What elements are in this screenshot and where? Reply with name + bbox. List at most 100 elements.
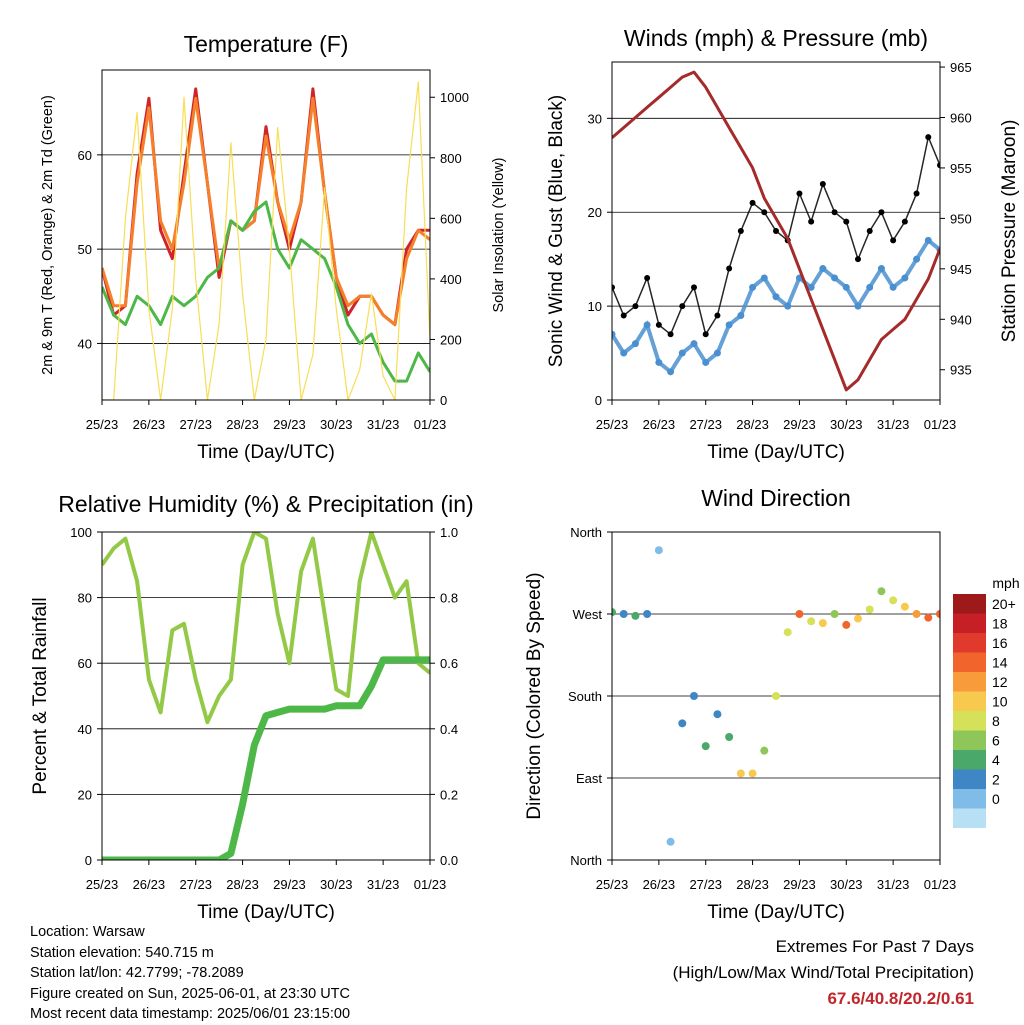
y2-tick-label: 960 [950,110,972,125]
x-tick-label: 26/23 [643,877,676,892]
y-axis-label: Sonic Wind & Gust (Blue, Black) [546,95,567,367]
direction-point [619,610,628,618]
y2-tick-label: 0.2 [440,787,458,802]
colorbar-swatch [953,613,986,633]
x-tick-label: 26/23 [643,417,676,432]
y2-tick-label: 1000 [440,90,469,105]
created-text: Figure created on Sun, 2025-06-01, at 23… [30,985,350,1002]
y-tick-label: 40 [78,722,92,737]
y2-tick-label: 935 [950,363,972,378]
y-tick-label: 80 [78,591,92,606]
panel-3: Relative Humidity (%) & Precipitation (i… [30,491,474,923]
direction-point [924,613,933,622]
y2-tick-label: 945 [950,262,972,277]
y-axis-label: Direction (Colored By Speed) [524,572,545,819]
x-tick-label: 28/23 [226,417,259,432]
elevation-text: Station elevation: 540.715 m [30,944,214,961]
x-tick-label: 30/23 [320,877,353,892]
y-tick-label: 50 [78,242,92,257]
y2-tick-label: 200 [440,332,462,347]
colorbar-swatch [953,789,986,809]
colorbar-tick-label: 4 [992,752,1000,768]
y-tick-label: North [570,525,602,540]
y-axis-label: 2m & 9m T (Red, Orange) & 2m Td (Green) [40,95,56,375]
x-tick-label: 26/23 [133,877,166,892]
y-tick-label: 0 [595,393,602,408]
y-tick-label: North [570,853,602,868]
x-tick-label: 27/23 [179,417,212,432]
extremes-subtitle: (High/Low/Max Wind/Total Precipitation) [672,963,974,982]
direction-point [612,608,616,617]
series-layer [612,546,940,846]
direction-point [631,611,640,620]
station-info: Location: Warsaw Station elevation: 540.… [30,922,350,1025]
y2-tick-label: 965 [950,60,972,75]
plot-frame [101,69,431,401]
direction-point [936,610,940,618]
x-tick-label: 25/23 [596,417,629,432]
x-tick-label: 29/23 [783,877,816,892]
x-tick-label: 01/23 [924,877,957,892]
panel-title: Winds (mph) & Pressure (mb) [624,25,928,51]
x-tick-label: 31/23 [367,877,400,892]
colorbar-tick-label: 20+ [992,596,1016,612]
x-tick-label: 01/23 [924,417,957,432]
direction-point [912,610,921,618]
extremes-values: 67.6/40.8/20.2/0.61 [827,989,974,1008]
y-tick-label: 60 [78,148,92,163]
y2-tick-label: 955 [950,161,972,176]
x-tick-label: 30/23 [320,417,353,432]
direction-point [772,692,780,700]
y2-tick-label: 0.8 [440,591,458,606]
y-tick-label: 40 [78,336,92,351]
colorbar-tick-label: 0 [992,791,1000,807]
direction-point [807,617,816,626]
y2-tick-label: 0.6 [440,656,458,671]
wind-line [612,134,940,337]
colorbar-swatch [953,730,986,750]
direction-point [713,710,722,719]
x-tick-label: 25/23 [596,877,629,892]
y-axis-label: Percent & Total Rainfall [30,597,51,794]
location-text: Location: Warsaw [30,924,145,940]
direction-point [654,546,663,555]
x-tick-label: 30/23 [830,417,863,432]
colorbar-tick-label: 2 [992,772,1000,788]
latlon-text: Station lat/lon: 42.7799; -78.2089 [30,965,244,981]
y2-axis-label: Solar Insolation (Yellow) [491,157,507,312]
y2-tick-label: 940 [950,312,972,327]
colorbar-swatch [953,691,986,711]
colorbar-swatch [953,672,986,692]
plot-frame [101,531,431,861]
x-axis-label: Time (Day/UTC) [197,902,335,923]
x-tick-label: 30/23 [830,877,863,892]
direction-point [889,596,898,605]
direction-point [690,692,698,700]
colorbar-tick-label: 14 [992,655,1008,671]
y-tick-label: South [568,689,602,704]
x-tick-label: 27/23 [179,877,212,892]
colorbar-tick-label: 16 [992,635,1008,651]
direction-point [865,605,874,614]
x-tick-label: 28/23 [736,877,769,892]
colorbar-swatch [953,633,986,653]
colorbar-tick-label: 6 [992,733,1000,749]
series-layer [102,532,430,860]
x-tick-label: 29/23 [273,417,306,432]
direction-point [760,746,769,755]
y2-tick-label: 400 [440,272,462,287]
panel-title: Wind Direction [701,485,851,511]
panel-4: Wind Direction North East South West North 25/… [524,485,1020,923]
x-tick-label: 27/23 [689,877,722,892]
y-tick-label: 30 [588,111,602,126]
x-axis-label: Time (Day/UTC) [707,902,845,923]
direction-point [900,602,909,611]
x-tick-label: 01/23 [414,417,447,432]
series-layer [612,70,940,392]
y2-tick-label: 0.4 [440,722,458,737]
x-tick-label: 27/23 [689,417,722,432]
colorbar-swatch [953,769,986,789]
panel-2: Winds (mph) & Pressure (mb) 0 10 20 30 935 940… [546,25,1020,463]
series-line [102,96,430,327]
